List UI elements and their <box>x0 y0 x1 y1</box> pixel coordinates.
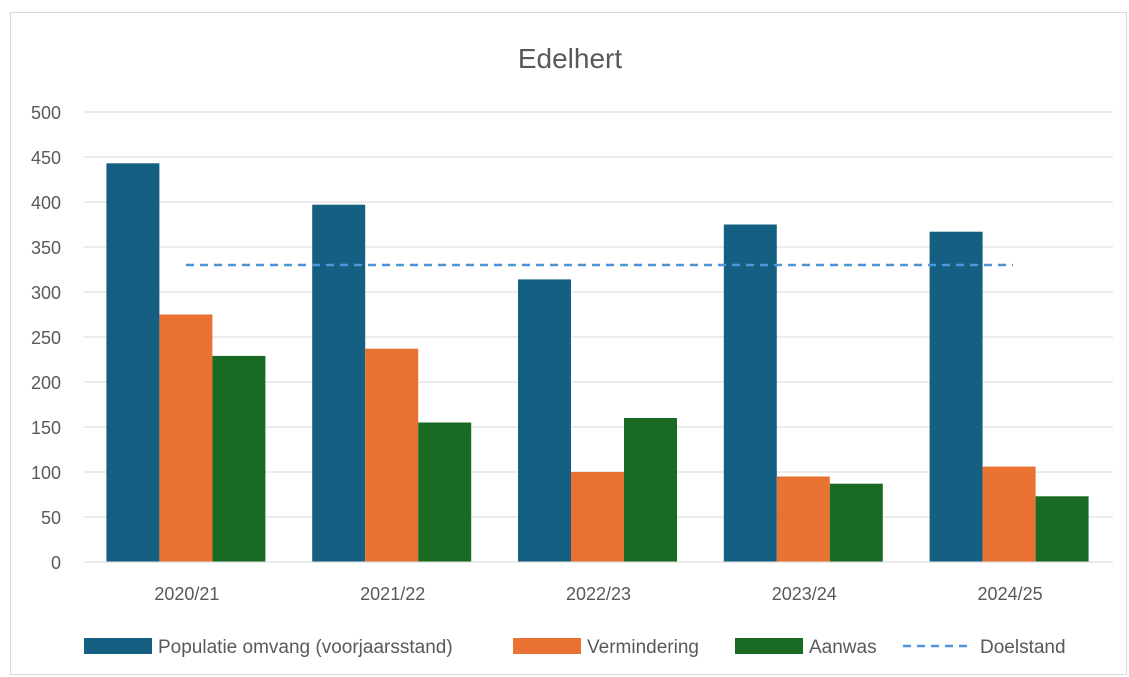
bar-aanwas-2021-22 <box>418 422 472 562</box>
y-tick-label: 400 <box>31 193 61 213</box>
y-tick-label: 250 <box>31 328 61 348</box>
bar-aanwas-2020-21 <box>212 355 266 562</box>
bar-populatie-2021-22 <box>312 204 366 562</box>
bar-populatie-2020-21 <box>106 163 160 563</box>
bars <box>106 163 1089 563</box>
bar-aanwas-2024-25 <box>1035 496 1089 562</box>
legend-swatch-aanwas <box>735 638 803 654</box>
y-tick-label: 350 <box>31 238 61 258</box>
bar-vermindering-2021-22 <box>365 348 419 562</box>
y-tick-label: 450 <box>31 148 61 168</box>
x-axis: 2020/21 2021/22 2022/23 2023/24 2024/25 <box>84 561 1113 604</box>
bar-vermindering-2023-24 <box>776 476 830 562</box>
x-tick-label: 2020/21 <box>154 584 219 604</box>
legend-swatch-vermindering <box>513 638 581 654</box>
y-tick-label: 500 <box>31 103 61 123</box>
bar-populatie-2022-23 <box>518 279 571 562</box>
x-tick-label: 2023/24 <box>772 584 837 604</box>
y-tick-label: 150 <box>31 418 61 438</box>
legend-swatch-populatie <box>84 638 152 654</box>
y-tick-label: 200 <box>31 373 61 393</box>
y-tick-label: 300 <box>31 283 61 303</box>
bar-vermindering-2022-23 <box>571 472 624 562</box>
legend-label-vermindering: Vermindering <box>587 637 699 658</box>
bar-populatie-2023-24 <box>723 224 777 562</box>
bar-vermindering-2020-21 <box>159 314 213 562</box>
bar-vermindering-2024-25 <box>982 466 1036 562</box>
legend-label-populatie: Populatie omvang (voorjaarsstand) <box>158 637 453 658</box>
y-axis: 0 50 100 150 200 250 300 350 400 450 500 <box>31 103 61 573</box>
bar-populatie-2024-25 <box>929 231 983 562</box>
legend-label-aanwas: Aanwas <box>809 637 877 658</box>
legend: Populatie omvang (voorjaarsstand) Vermind… <box>84 637 1066 658</box>
y-tick-label: 50 <box>41 508 61 528</box>
x-tick-label: 2022/23 <box>566 584 631 604</box>
bar-aanwas-2023-24 <box>829 483 883 562</box>
legend-label-doelstand: Doelstand <box>980 637 1066 658</box>
bar-aanwas-2022-23 <box>624 418 677 562</box>
x-tick-label: 2024/25 <box>978 584 1043 604</box>
chart-title: Edelhert <box>518 43 623 74</box>
y-tick-label: 0 <box>51 553 61 573</box>
x-tick-label: 2021/22 <box>360 584 425 604</box>
y-tick-label: 100 <box>31 463 61 483</box>
